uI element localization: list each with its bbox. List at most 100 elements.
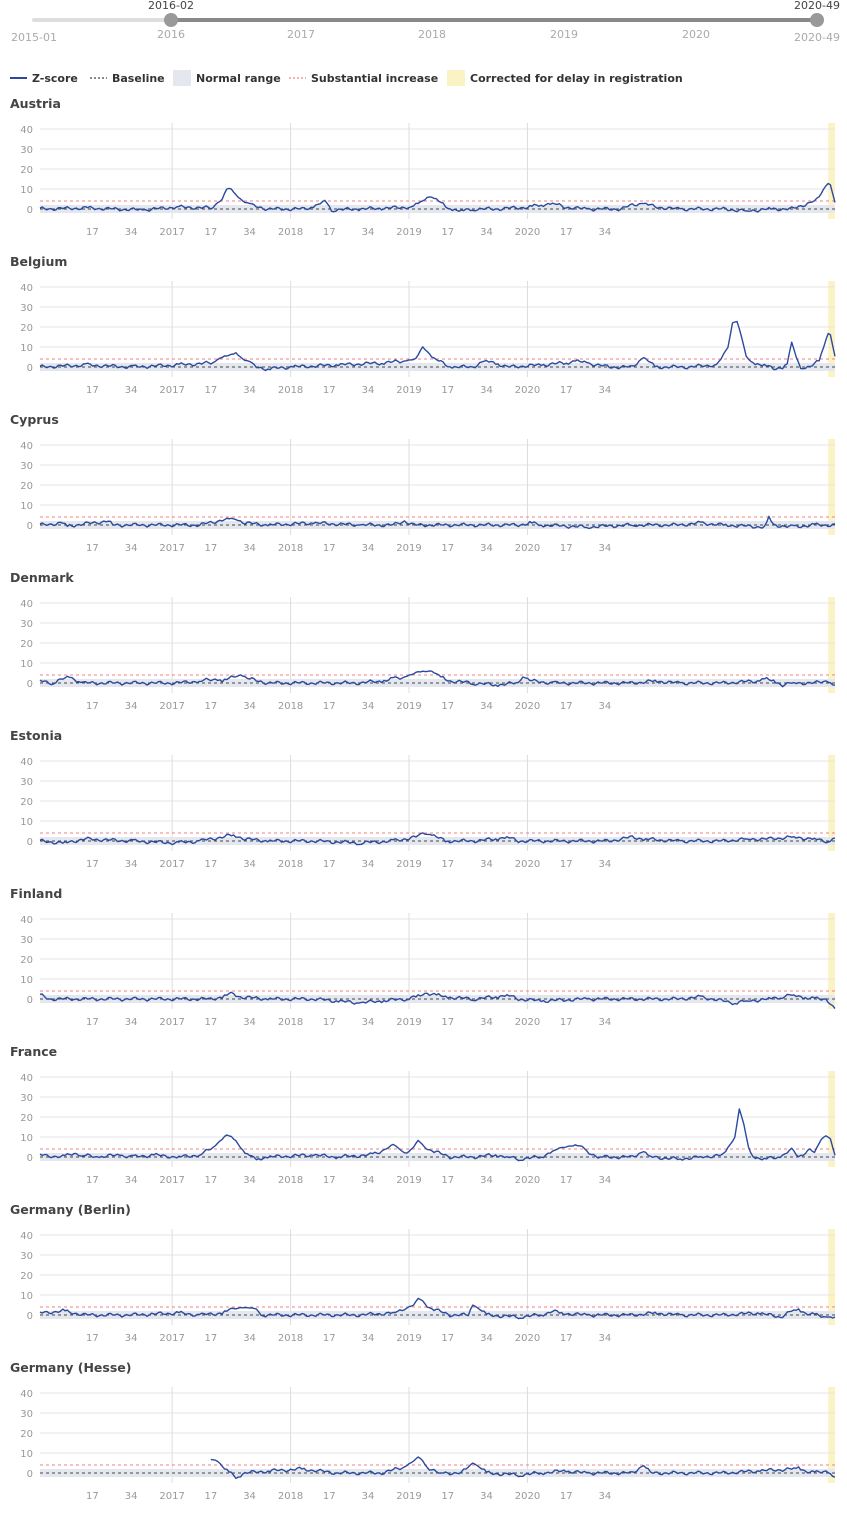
x-tick-label: 17 bbox=[323, 1017, 336, 1028]
slider-start-handle[interactable] bbox=[164, 13, 178, 27]
y-tick-label: 40 bbox=[20, 283, 33, 294]
x-tick-label: 2018 bbox=[278, 859, 303, 870]
x-tick-label: 17 bbox=[441, 859, 454, 870]
x-tick-label: 34 bbox=[125, 385, 138, 396]
y-tick-label: 20 bbox=[20, 797, 33, 808]
y-tick-label: 20 bbox=[20, 639, 33, 650]
x-tick-label: 2019 bbox=[396, 1017, 421, 1028]
x-tick-label: 34 bbox=[599, 859, 612, 870]
x-tick-label: 2017 bbox=[159, 227, 184, 238]
x-tick-label: 17 bbox=[86, 701, 99, 712]
corrected-delay-region bbox=[828, 755, 835, 851]
x-tick-label: 34 bbox=[125, 1017, 138, 1028]
x-tick-label: 17 bbox=[86, 859, 99, 870]
x-tick-label: 17 bbox=[441, 385, 454, 396]
x-tick-label: 17 bbox=[204, 859, 217, 870]
x-tick-label: 34 bbox=[125, 1491, 138, 1502]
x-tick-label: 17 bbox=[441, 701, 454, 712]
x-tick-label: 2020 bbox=[515, 1175, 540, 1186]
country-chart: Cyprus 0 10 20 30 40 17 34 2017 17 34 2018 17 34 2019 1… bbox=[10, 412, 836, 554]
x-tick-label: 2018 bbox=[278, 1491, 303, 1502]
x-tick-label: 34 bbox=[480, 385, 493, 396]
x-tick-label: 17 bbox=[560, 1491, 573, 1502]
chart-title: Germany (Hesse) bbox=[10, 1360, 131, 1375]
y-tick-label: 0 bbox=[27, 995, 33, 1006]
x-tick-label: 2017 bbox=[159, 385, 184, 396]
x-tick-label: 2018 bbox=[278, 701, 303, 712]
slider-end-handle[interactable] bbox=[810, 13, 824, 27]
y-tick-label: 20 bbox=[20, 1429, 33, 1440]
x-tick-label: 17 bbox=[86, 227, 99, 238]
x-tick-label: 34 bbox=[599, 1017, 612, 1028]
x-tick-label: 2018 bbox=[278, 1017, 303, 1028]
y-tick-label: 10 bbox=[20, 501, 33, 512]
y-tick-label: 10 bbox=[20, 343, 33, 354]
x-tick-label: 17 bbox=[204, 543, 217, 554]
x-tick-label: 17 bbox=[323, 385, 336, 396]
x-tick-label: 2020 bbox=[515, 1491, 540, 1502]
time-range-slider[interactable]: 2016-02 2020-49 2015-01 2020-49 2016 2017… bbox=[0, 0, 847, 60]
y-tick-label: 40 bbox=[20, 757, 33, 768]
x-tick-label: 34 bbox=[480, 1491, 493, 1502]
x-tick-label: 34 bbox=[243, 385, 256, 396]
legend-zscore-label: Z-score bbox=[32, 72, 78, 85]
country-chart: Finland 0 10 20 30 40 17 34 2017 17 34 2018 17 34 2019… bbox=[10, 886, 836, 1028]
x-tick-label: 2018 bbox=[278, 227, 303, 238]
x-tick-label: 34 bbox=[599, 227, 612, 238]
x-tick-label: 34 bbox=[362, 859, 375, 870]
y-tick-label: 30 bbox=[20, 619, 33, 630]
y-tick-label: 10 bbox=[20, 1449, 33, 1460]
legend: Z-score Baseline Normal range Substantia… bbox=[10, 70, 683, 86]
x-tick-label: 17 bbox=[323, 701, 336, 712]
zscore-line bbox=[39, 182, 836, 213]
chart-title: Estonia bbox=[10, 728, 62, 743]
x-tick-label: 17 bbox=[560, 1017, 573, 1028]
x-tick-label: 17 bbox=[560, 1175, 573, 1186]
slider-year-tick: 2017 bbox=[287, 28, 315, 41]
chart-title: Cyprus bbox=[10, 412, 59, 427]
x-tick-label: 2017 bbox=[159, 859, 184, 870]
slider-year-ticks: 2016 2017 2018 2019 2020 bbox=[157, 28, 710, 41]
x-tick-label: 17 bbox=[560, 385, 573, 396]
country-chart: Germany (Berlin) 0 10 20 30 40 17 34 2017 17 34 201… bbox=[10, 1202, 836, 1344]
x-tick-label: 34 bbox=[243, 701, 256, 712]
x-tick-label: 17 bbox=[560, 1333, 573, 1344]
x-tick-label: 34 bbox=[125, 1333, 138, 1344]
x-tick-label: 17 bbox=[560, 227, 573, 238]
x-tick-label: 17 bbox=[560, 701, 573, 712]
slider-year-tick: 2016 bbox=[157, 28, 185, 41]
x-tick-label: 34 bbox=[362, 701, 375, 712]
x-tick-label: 17 bbox=[86, 1333, 99, 1344]
chart-title: Finland bbox=[10, 886, 62, 901]
x-tick-label: 2020 bbox=[515, 385, 540, 396]
x-tick-label: 34 bbox=[243, 1175, 256, 1186]
chart-title: France bbox=[10, 1044, 57, 1059]
x-tick-label: 2019 bbox=[396, 1333, 421, 1344]
x-tick-label: 2019 bbox=[396, 859, 421, 870]
x-tick-label: 34 bbox=[362, 1333, 375, 1344]
country-chart: Germany (Hesse) 0 10 20 30 40 17 34 2017 17 34 2018… bbox=[10, 1360, 836, 1502]
x-tick-label: 17 bbox=[323, 859, 336, 870]
y-tick-label: 20 bbox=[20, 323, 33, 334]
x-tick-label: 2017 bbox=[159, 1017, 184, 1028]
x-tick-label: 2020 bbox=[515, 1333, 540, 1344]
x-tick-label: 34 bbox=[599, 385, 612, 396]
y-tick-label: 30 bbox=[20, 1409, 33, 1420]
y-tick-label: 20 bbox=[20, 165, 33, 176]
x-tick-label: 17 bbox=[560, 859, 573, 870]
slider-selected-start-label: 2016-02 bbox=[148, 0, 194, 12]
slider-end-label: 2020-49 bbox=[794, 31, 840, 44]
x-tick-label: 34 bbox=[599, 1175, 612, 1186]
corrected-delay-region bbox=[828, 1071, 835, 1167]
zscore-line bbox=[39, 670, 836, 688]
y-tick-label: 30 bbox=[20, 145, 33, 156]
y-tick-label: 40 bbox=[20, 441, 33, 452]
slider-selected-end-label: 2020-49 bbox=[794, 0, 840, 12]
y-tick-label: 20 bbox=[20, 955, 33, 966]
x-tick-label: 2020 bbox=[515, 543, 540, 554]
country-chart: Belgium 0 10 20 30 40 17 34 2017 17 34 2018 17 34 2019… bbox=[10, 254, 836, 396]
x-tick-label: 2019 bbox=[396, 701, 421, 712]
x-tick-label: 17 bbox=[86, 1491, 99, 1502]
y-tick-label: 40 bbox=[20, 1231, 33, 1242]
